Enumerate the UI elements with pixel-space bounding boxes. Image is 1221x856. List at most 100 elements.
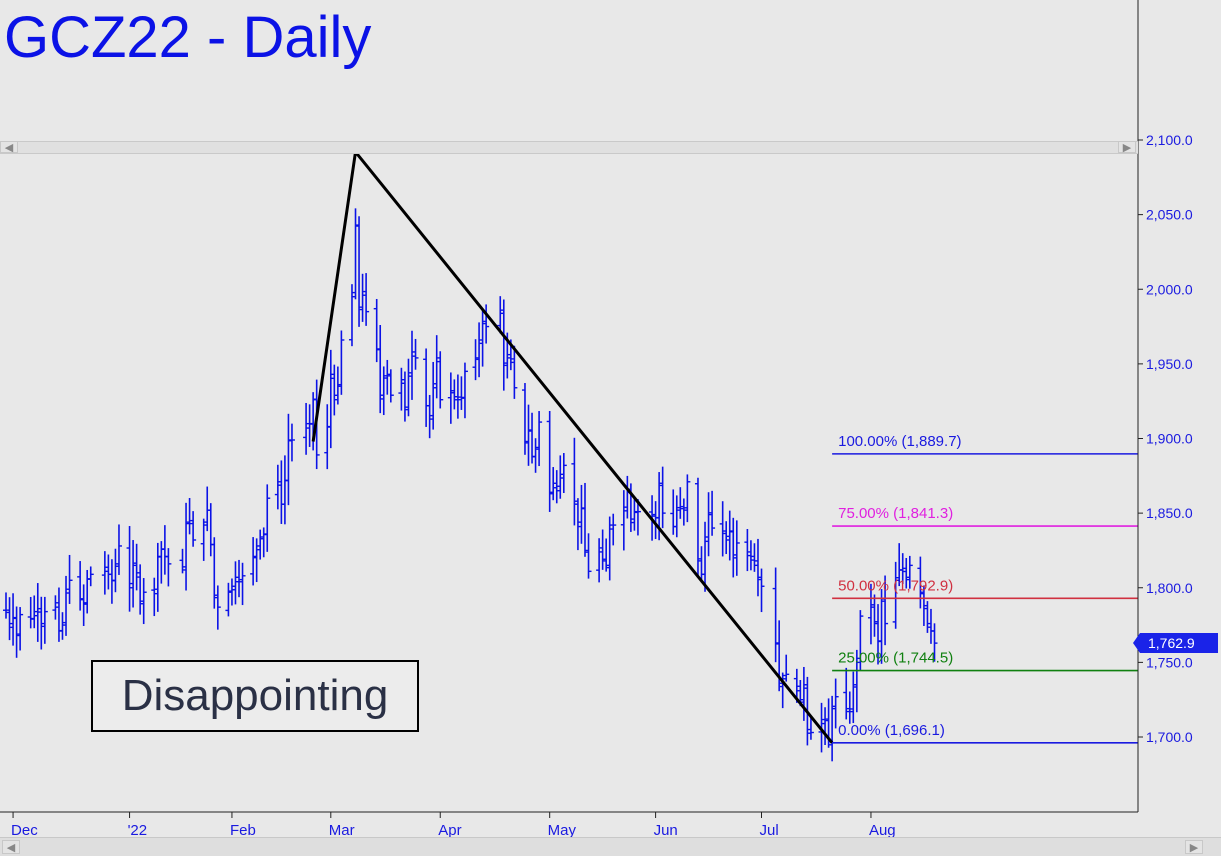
price-bar	[236, 559, 243, 598]
price-bar	[772, 567, 779, 663]
price-bar	[274, 464, 281, 510]
y-tick-label: 1,750.0	[1146, 654, 1193, 670]
horizontal-scrollbar[interactable]: ◀ ▶	[0, 837, 1221, 856]
y-tick-label: 1,850.0	[1146, 505, 1193, 521]
price-bar	[281, 455, 288, 525]
trendline	[311, 148, 834, 744]
x-tick-label: Aug	[869, 822, 896, 839]
price-bar	[31, 595, 38, 629]
price-bar	[59, 612, 66, 640]
y-tick-label: 2,100.0	[1146, 132, 1193, 148]
price-bar	[423, 348, 430, 427]
chevron-left-icon[interactable]: ◀	[2, 840, 20, 854]
price-bar	[532, 438, 539, 473]
price-bar	[458, 376, 465, 410]
price-bar	[723, 521, 730, 555]
price-bar	[903, 557, 910, 589]
price-bar	[871, 594, 878, 637]
price-bar	[10, 593, 17, 646]
last-price-tag: 1,762.9	[1133, 633, 1218, 653]
x-tick-label: Apr	[438, 822, 461, 839]
price-bar	[892, 561, 899, 629]
fib-level-label: 50.00% (1,792.9)	[838, 577, 953, 594]
price-bar	[822, 707, 829, 746]
price-bar	[112, 548, 119, 593]
price-bar	[228, 578, 235, 606]
price-bar	[800, 666, 807, 721]
price-bar	[560, 453, 567, 494]
price-bar	[384, 359, 391, 395]
price-bar	[200, 518, 207, 561]
price-bar	[610, 513, 617, 546]
price-bar	[574, 498, 581, 551]
trendline-group	[311, 148, 834, 744]
price-bar	[41, 596, 48, 644]
price-bar	[211, 537, 218, 609]
price-bar	[698, 546, 705, 581]
price-bar	[899, 553, 906, 584]
price-bar	[719, 501, 726, 557]
price-bar	[599, 529, 606, 570]
price-bar	[225, 582, 232, 617]
price-bar	[497, 296, 504, 334]
price-bar	[250, 537, 257, 586]
chart-scrollbar-track[interactable]: ◀ ▶	[0, 141, 1138, 154]
x-tick-label: May	[548, 822, 577, 839]
price-bar	[306, 404, 313, 447]
x-tick-label: Jun	[654, 822, 678, 839]
price-bar	[571, 437, 578, 526]
price-bar	[324, 404, 331, 470]
price-bar	[264, 484, 271, 552]
price-bar	[66, 554, 73, 604]
y-tick-label: 1,900.0	[1146, 431, 1193, 447]
axes-group: 2,100.0 2,050.0 2,000.0 1,950.0 1,900.0 1,850…	[0, 0, 1193, 839]
chevron-left-icon[interactable]: ◀	[0, 141, 18, 154]
price-bar	[334, 366, 341, 405]
price-bar	[832, 678, 839, 729]
price-bar	[677, 487, 684, 519]
price-bar	[373, 298, 380, 363]
price-bar	[694, 477, 701, 577]
price-bar	[684, 474, 691, 523]
price-bar	[659, 466, 666, 529]
price-bar	[288, 423, 295, 462]
price-bar	[401, 371, 408, 422]
price-bar	[352, 208, 359, 300]
price-bar	[709, 490, 716, 536]
price-bar	[585, 533, 592, 579]
price-bar	[920, 585, 927, 626]
price-bar	[550, 467, 557, 501]
price-bar	[500, 299, 507, 391]
price-bar	[186, 497, 193, 535]
fib-level-label: 0.00% (1,696.1)	[838, 722, 945, 739]
price-bar	[783, 654, 790, 682]
price-bar	[673, 495, 680, 538]
chevron-right-icon[interactable]: ▶	[1185, 840, 1203, 854]
price-bar	[377, 325, 384, 414]
y-tick-label: 1,950.0	[1146, 356, 1193, 372]
price-bar	[853, 649, 860, 713]
price-bar	[730, 517, 737, 578]
price-bar	[433, 335, 440, 399]
price-bar	[578, 484, 585, 544]
price-bar	[190, 511, 197, 547]
x-tick-label: Mar	[329, 822, 355, 839]
price-bar	[631, 498, 638, 531]
fib-level-label: 75.00% (1,841.3)	[838, 505, 953, 522]
price-bar	[447, 372, 454, 424]
price-bar	[380, 366, 387, 416]
price-bar	[843, 667, 850, 720]
price-bar	[878, 589, 885, 664]
chevron-right-icon[interactable]: ▶	[1118, 141, 1136, 154]
price-bar	[426, 394, 433, 439]
price-bar	[603, 538, 610, 572]
price-bar	[850, 671, 857, 724]
price-bar	[670, 489, 677, 535]
price-bar	[285, 413, 292, 506]
price-bar	[557, 455, 564, 499]
x-tick-label: '22	[128, 822, 148, 839]
price-bar	[63, 575, 70, 636]
price-bar	[726, 510, 733, 561]
price-bar	[183, 502, 190, 591]
